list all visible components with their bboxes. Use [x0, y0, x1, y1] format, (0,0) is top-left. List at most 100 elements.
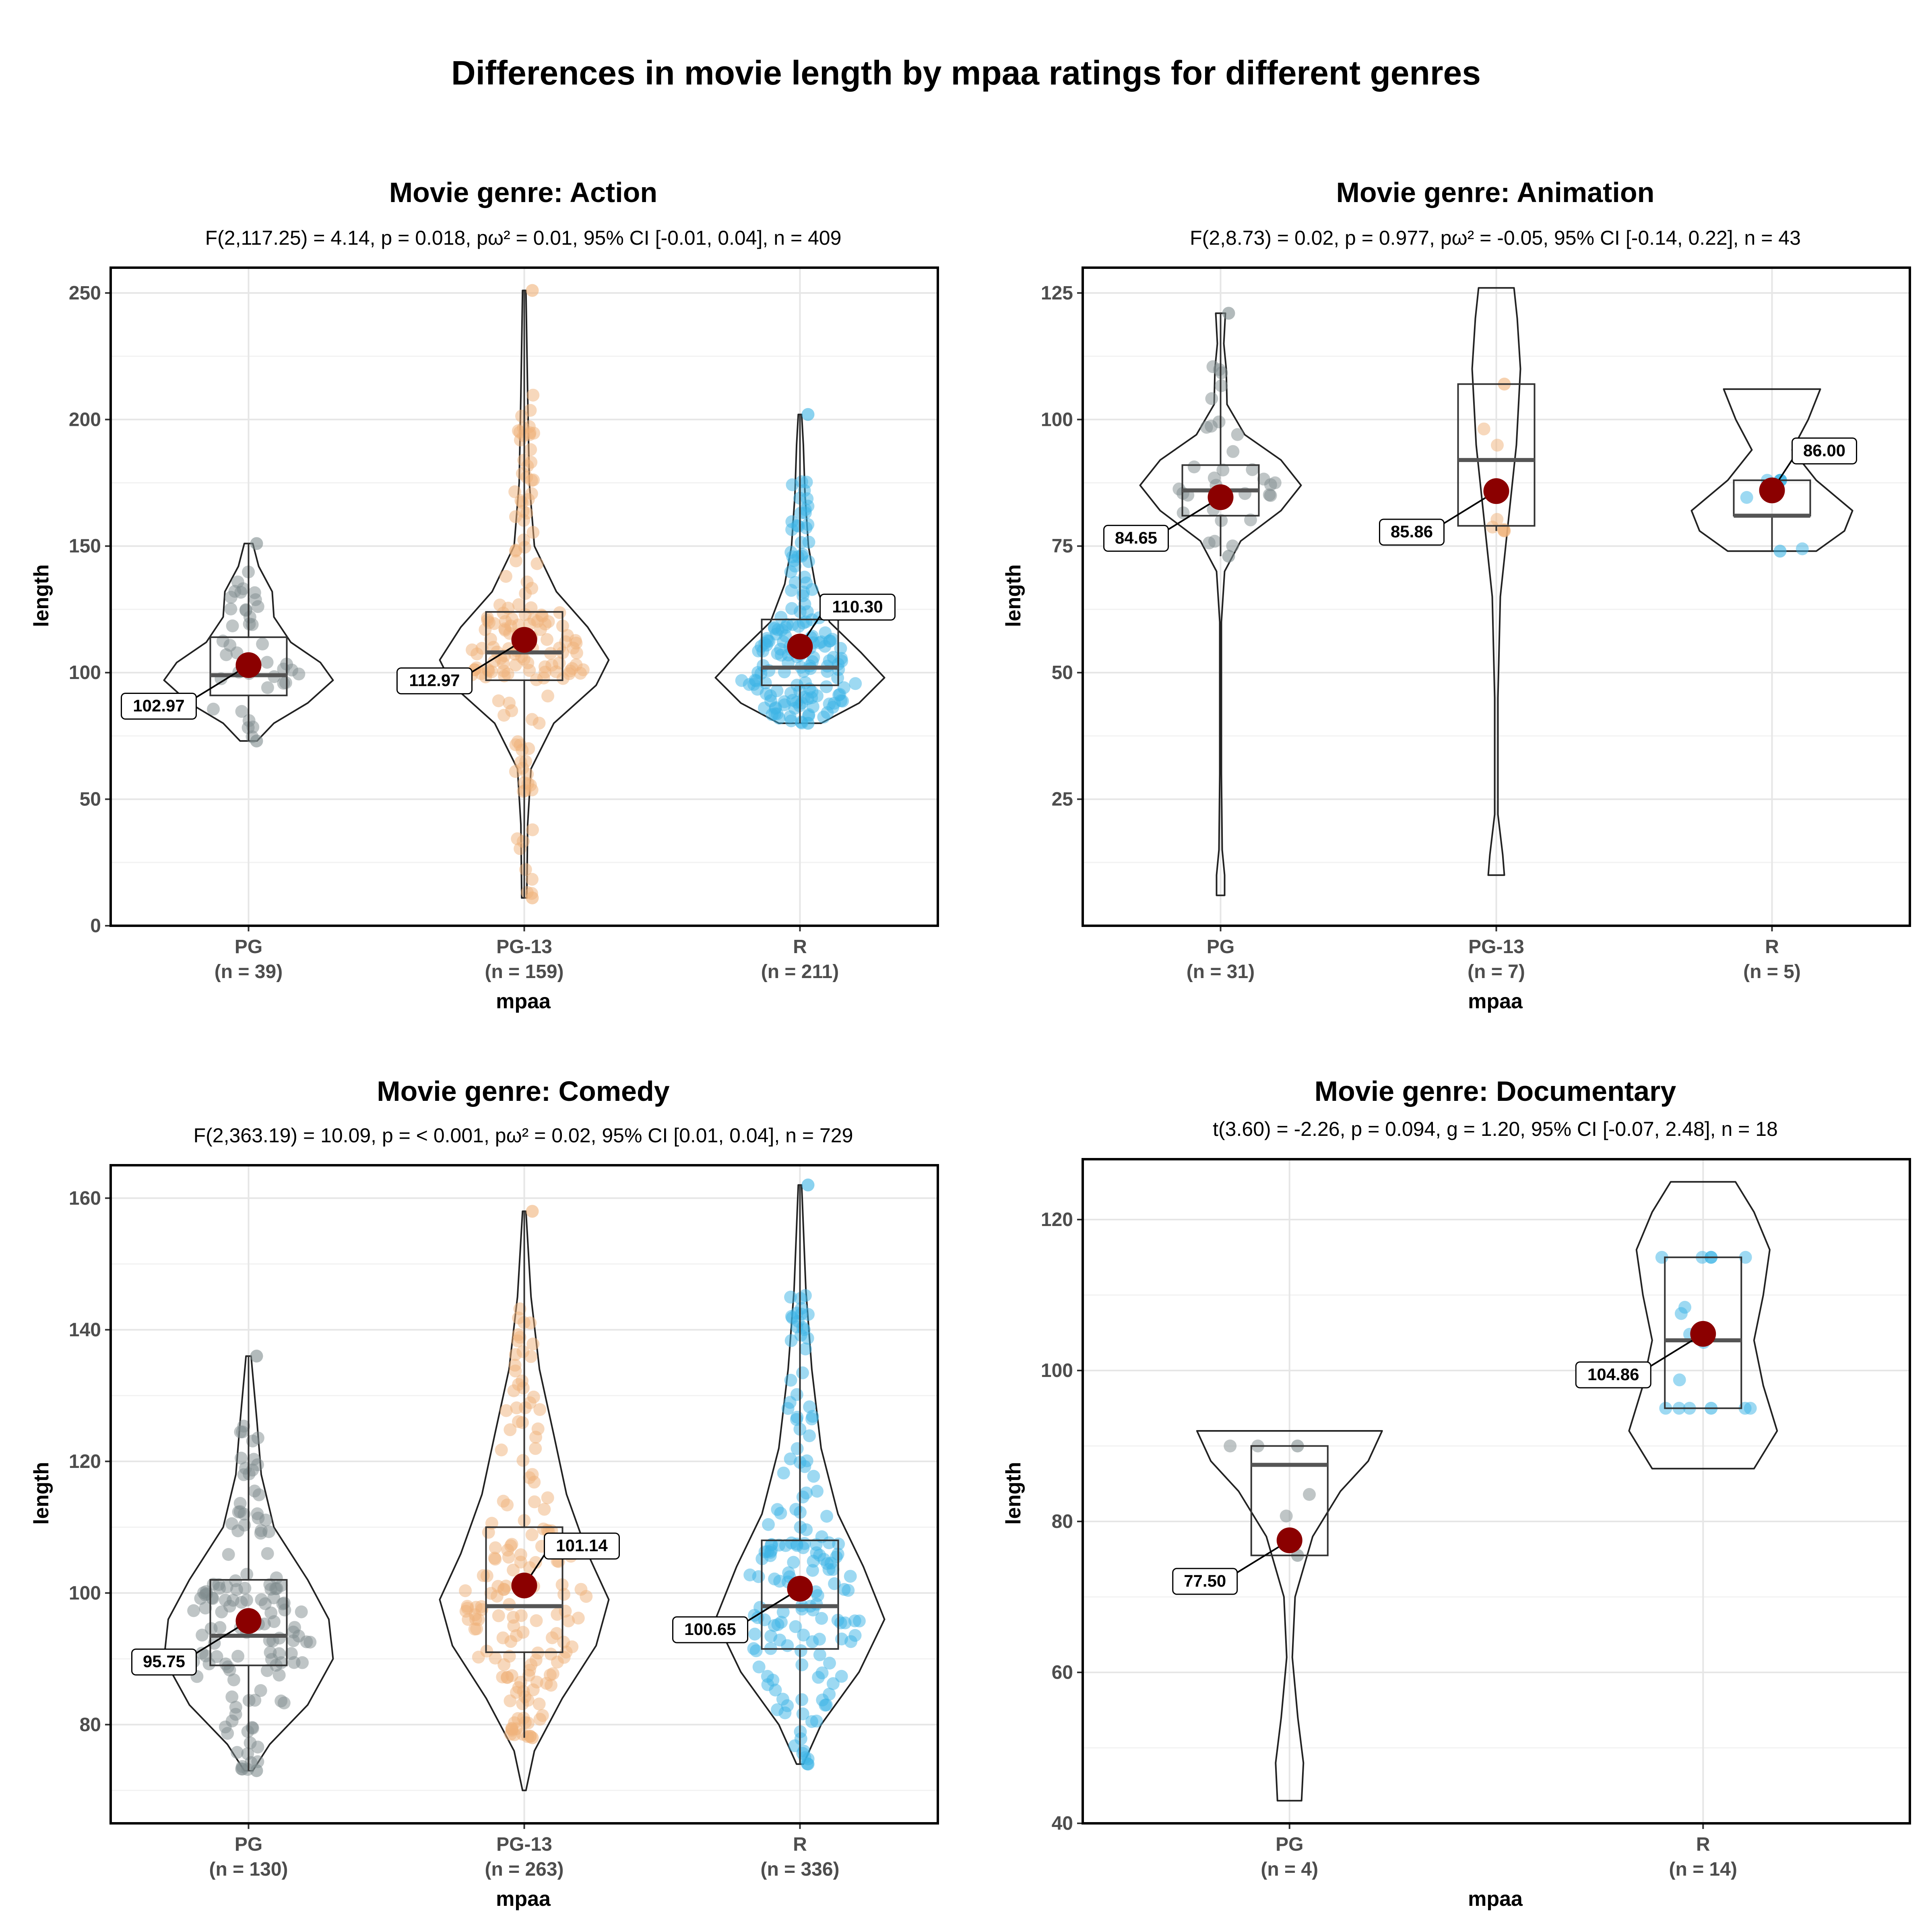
data-point-PG-13 — [497, 664, 510, 677]
data-point-PG — [1224, 1439, 1237, 1453]
extreme-point-PG — [250, 537, 263, 550]
mean-label: 85.86 — [1391, 522, 1433, 541]
data-point-R — [807, 1470, 820, 1483]
x-tick-label: PG — [1276, 1834, 1303, 1855]
mean-point-R — [787, 634, 813, 660]
x-tick-label: PG — [1207, 936, 1234, 958]
data-point-PG-13 — [570, 646, 583, 660]
data-point-R — [844, 1570, 857, 1583]
extreme-point-PG-13 — [526, 891, 539, 904]
data-point-R — [801, 1331, 814, 1345]
data-point-R — [799, 521, 813, 535]
y-tick-label: 25 — [1052, 789, 1073, 810]
y-tick-label: 125 — [1041, 283, 1073, 304]
data-point-R — [749, 1644, 763, 1657]
data-point-PG-13 — [541, 633, 553, 646]
y-tick-label: 200 — [69, 409, 101, 430]
data-point-PG — [213, 1621, 227, 1634]
data-point-PG-13 — [481, 614, 494, 627]
data-point-R — [852, 1614, 866, 1628]
data-point-PG — [295, 1605, 308, 1618]
data-point-R — [770, 707, 784, 720]
data-point-PG — [296, 1656, 309, 1669]
data-point-PG — [239, 1461, 252, 1475]
x-tick-count: (n = 159) — [485, 961, 564, 983]
panel-stats: t(3.60) = -2.26, p = 0.094, g = 1.20, 95… — [1213, 1118, 1778, 1140]
data-point-PG-13 — [504, 1423, 517, 1437]
data-point-R — [800, 1486, 813, 1500]
violin-PG-13 — [1471, 287, 1521, 876]
data-point-PG — [270, 1582, 283, 1595]
data-point-PG-13 — [546, 1667, 559, 1680]
data-point-R — [819, 1698, 833, 1711]
data-point-PG-13 — [495, 1443, 508, 1457]
mean-label: 95.75 — [143, 1652, 185, 1671]
data-point-R — [1678, 1300, 1691, 1314]
data-point-PG — [261, 681, 274, 694]
data-point-PG-13 — [529, 1442, 542, 1455]
data-point-PG — [231, 1649, 245, 1663]
x-tick-count: (n = 130) — [209, 1859, 288, 1880]
data-point-PG-13 — [477, 1569, 490, 1582]
data-point-R — [795, 1693, 809, 1706]
mean-label-box — [544, 1532, 620, 1560]
data-point-R — [768, 622, 781, 635]
data-point-PG-13 — [518, 1716, 532, 1729]
data-point-R — [806, 1564, 819, 1577]
data-point-PG — [254, 1524, 268, 1537]
x-tick-count: (n = 39) — [215, 961, 283, 983]
data-point-PG — [210, 1650, 223, 1663]
data-point-R — [761, 1670, 774, 1683]
extreme-point-R — [801, 408, 815, 421]
y-tick-label: 150 — [69, 536, 101, 557]
mean-label-box — [396, 667, 473, 695]
mean-point-PG — [235, 1608, 262, 1634]
y-tick-label: 100 — [69, 1583, 101, 1604]
data-point-R — [803, 682, 816, 696]
y-tick-label: 0 — [90, 915, 101, 937]
y-tick-label: 140 — [69, 1319, 101, 1341]
data-point-R — [1740, 491, 1753, 504]
data-point-PG-13 — [1491, 439, 1504, 452]
panel-title: Movie genre: Animation — [1336, 177, 1655, 208]
data-point-PG — [270, 1571, 283, 1585]
violin-R — [1690, 388, 1854, 552]
data-point-PG — [248, 1484, 261, 1498]
y-tick-label: 80 — [1052, 1511, 1073, 1532]
data-point-PG-13 — [1490, 513, 1504, 526]
data-point-R — [790, 696, 803, 709]
data-point-R — [821, 706, 834, 719]
data-point-PG-13 — [534, 623, 547, 636]
data-point-PG-13 — [508, 485, 522, 498]
data-point-R — [788, 1739, 801, 1752]
data-point-R — [800, 1523, 813, 1536]
mean-point-PG-13 — [1483, 478, 1509, 504]
data-point-R — [782, 1566, 795, 1579]
y-tick-label: 160 — [69, 1188, 101, 1209]
data-point-PG-13 — [517, 652, 530, 666]
panel-title: Movie genre: Action — [389, 177, 657, 208]
box-R — [1664, 1256, 1742, 1409]
data-point-PG — [207, 702, 220, 716]
violin-PG-13 — [439, 1210, 610, 1792]
violin-PG-13 — [439, 289, 610, 899]
box-PG-13 — [1457, 383, 1536, 527]
data-point-PG — [243, 617, 256, 631]
data-point-PG — [239, 604, 252, 617]
data-point-R — [849, 677, 862, 690]
data-point-PG-13 — [529, 1556, 542, 1569]
data-point-PG — [1202, 536, 1216, 549]
violin-R — [714, 413, 886, 724]
plot-area: 40 60 80 100 120 77.50 PG (n = 4) 104.86 R (n = 14… — [1041, 1158, 1911, 1880]
data-point-R — [805, 1715, 818, 1728]
x-tick-count: (n = 7) — [1468, 961, 1525, 983]
data-point-PG — [235, 1596, 248, 1609]
y-axis-title: length — [30, 1462, 53, 1525]
y-tick-label: 50 — [1052, 662, 1073, 683]
extreme-point-PG — [1222, 549, 1235, 563]
data-point-PG-13 — [524, 601, 538, 614]
data-point-R — [799, 1342, 812, 1356]
data-point-R — [787, 1556, 800, 1569]
data-point-PG-13 — [557, 1651, 571, 1664]
